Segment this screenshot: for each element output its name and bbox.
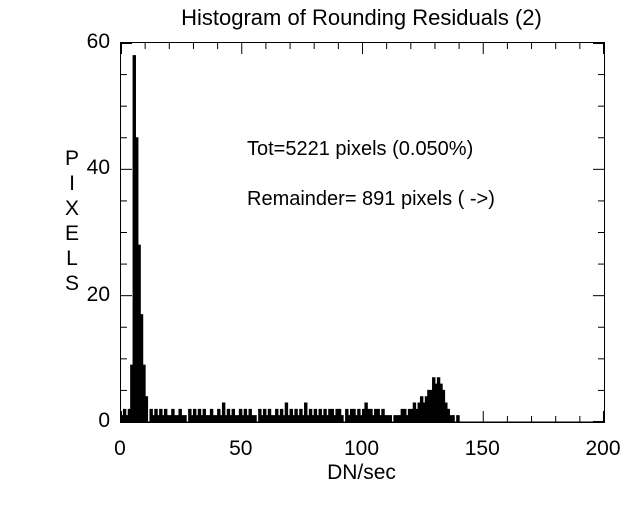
annotation-text: Tot=5221 pixels (0.050%): [247, 138, 474, 160]
y-axis-label-letter: L: [66, 247, 78, 270]
x-tick-label: 0: [114, 437, 126, 460]
y-tick-label: 60: [86, 30, 110, 53]
y-axis-label-letter: I: [69, 172, 75, 195]
y-tick-label: 40: [86, 156, 110, 180]
y-axis-label-letter: X: [64, 197, 79, 220]
x-tick-label: 50: [229, 437, 253, 460]
histogram-series: [121, 55, 604, 422]
annotation-text: Remainder= 891 pixels ( ->): [247, 188, 495, 210]
histogram-plot: [121, 43, 604, 422]
x-tick-label: 200: [585, 437, 621, 460]
y-axis-label-letter: E: [64, 222, 79, 245]
y-tick-label: 0: [98, 409, 110, 432]
x-axis-label: DN/sec: [327, 461, 396, 484]
x-tick-label: 100: [343, 437, 380, 460]
y-axis-label-letter: P: [64, 147, 79, 170]
chart-title: Histogram of Rounding Residuals (2): [181, 5, 542, 30]
y-tick-label: 20: [86, 282, 110, 306]
plot-area: [120, 42, 605, 423]
y-axis-label-letter: S: [64, 272, 79, 295]
x-tick-label: 150: [464, 437, 500, 460]
